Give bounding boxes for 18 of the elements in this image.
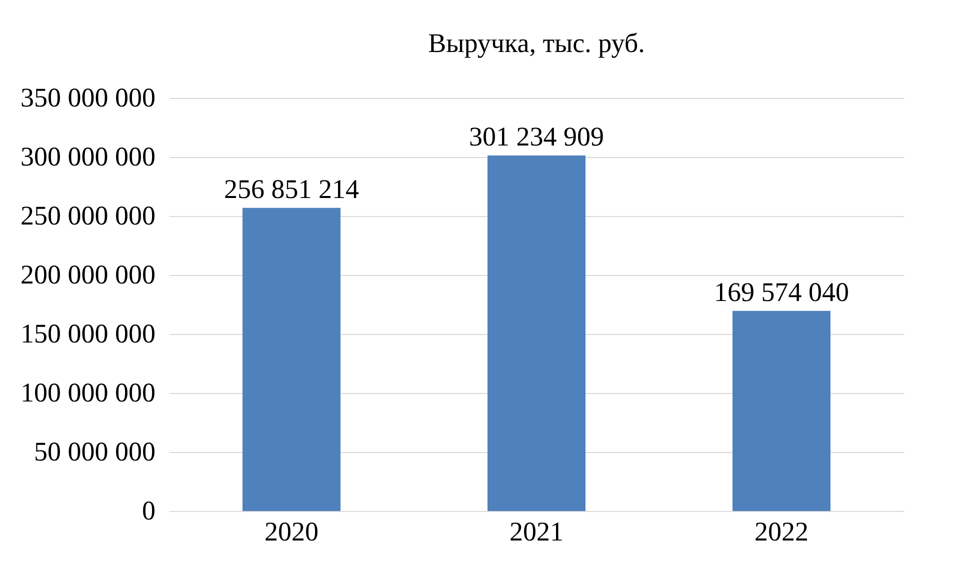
y-tick-label: 0 xyxy=(142,496,156,526)
y-tick-label: 300 000 000 xyxy=(20,142,156,172)
bar xyxy=(242,208,340,511)
y-tick-label: 100 000 000 xyxy=(20,378,156,408)
y-tick-label: 350 000 000 xyxy=(20,82,156,112)
y-tick-label: 150 000 000 xyxy=(20,318,156,348)
x-tick-label: 2020 xyxy=(264,516,318,546)
x-tick-label: 2022 xyxy=(754,516,808,546)
bar xyxy=(488,156,586,511)
y-tick-label: 250 000 000 xyxy=(20,200,156,230)
data-label: 256 851 214 xyxy=(224,174,360,204)
data-label: 169 574 040 xyxy=(714,276,849,307)
y-tick-label: 200 000 000 xyxy=(20,260,156,290)
x-tick-label: 2021 xyxy=(510,516,564,546)
data-label: 301 234 909 xyxy=(469,122,604,152)
y-tick-label: 50 000 000 xyxy=(34,436,156,466)
bar xyxy=(732,310,830,511)
chart-title: Выручка, тыс. руб. xyxy=(428,28,645,58)
